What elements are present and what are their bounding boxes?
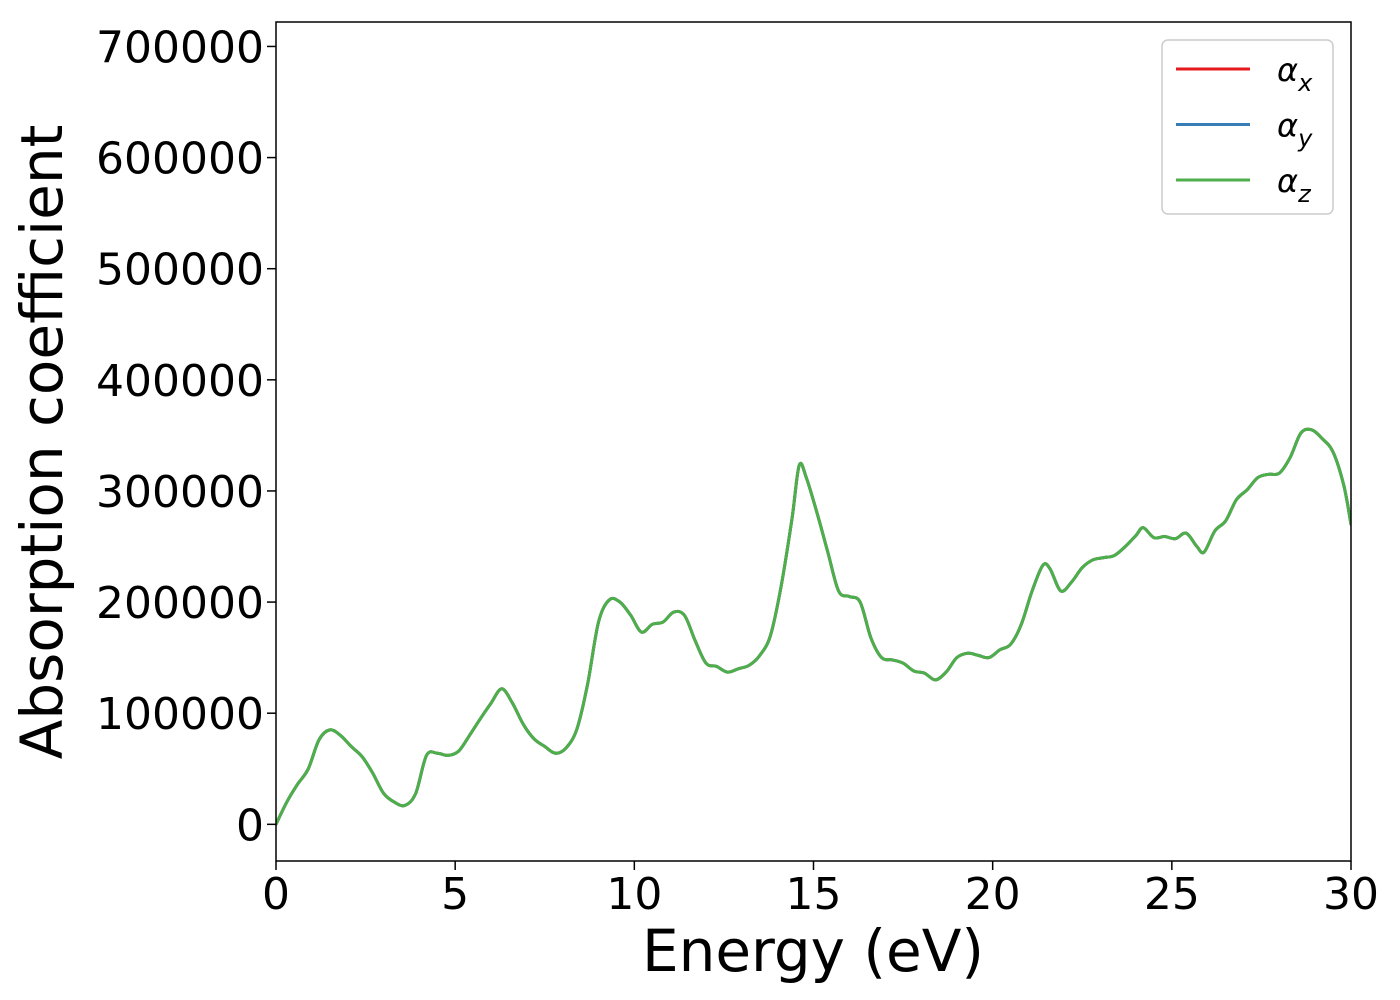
series-line-alpha-x — [276, 429, 1351, 824]
y-tick-label: 0 — [236, 800, 264, 851]
x-tick-label: 15 — [786, 869, 842, 920]
series-line-alpha-z — [276, 429, 1351, 824]
x-tick-label: 20 — [965, 869, 1021, 920]
x-tick-label: 0 — [262, 869, 290, 920]
x-tick-label: 5 — [441, 869, 469, 920]
x-tick-label: 10 — [606, 869, 662, 920]
y-axis-label: Absorption coefficient — [8, 125, 76, 760]
series-group — [276, 429, 1351, 824]
y-tick-label: 500000 — [96, 245, 264, 296]
y-axis: 0 100000 200000 300000 400000 500000 600000 700… — [96, 22, 276, 851]
y-tick-label: 600000 — [96, 134, 264, 185]
y-tick-label: 400000 — [96, 356, 264, 407]
plot-area — [276, 429, 1351, 824]
legend: αxαyαz — [1162, 40, 1333, 214]
x-tick-label: 25 — [1144, 869, 1200, 920]
x-axis-label: Energy (eV) — [642, 917, 984, 985]
y-tick-label: 100000 — [96, 689, 264, 740]
x-tick-label: 30 — [1323, 869, 1379, 920]
y-tick-label: 700000 — [96, 22, 264, 73]
y-tick-label: 200000 — [96, 578, 264, 629]
x-axis: 0 5 10 15 20 25 30 — [262, 861, 1379, 920]
series-line-alpha-y — [276, 429, 1351, 824]
y-tick-label: 300000 — [96, 467, 264, 518]
